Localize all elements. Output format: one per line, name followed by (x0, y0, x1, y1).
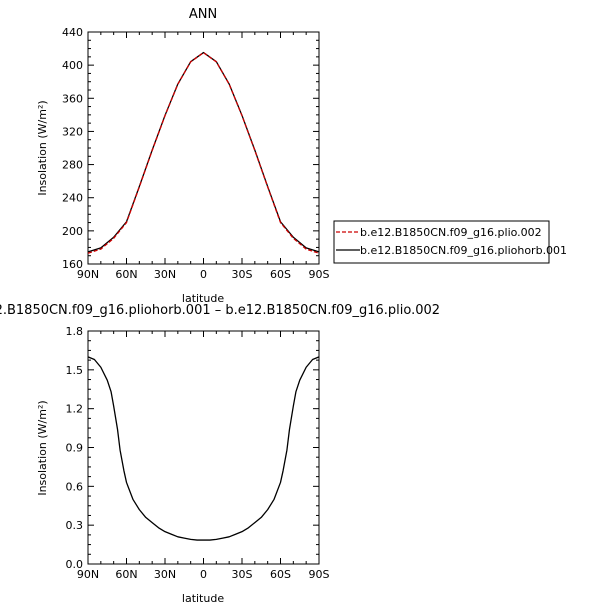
legend: b.e12.B1850CN.f09_g16.plio.002 b.e12.B18… (333, 220, 567, 264)
top-y-tick-label: 280 (62, 159, 83, 172)
top-x-tick-label: 30S (232, 268, 253, 281)
legend-box (333, 220, 550, 264)
top-y-tick-label: 400 (62, 59, 83, 72)
top-x-tick-label: 60N (115, 268, 137, 281)
bottom-y-tick-label: 0.9 (66, 442, 84, 455)
top-y-tick-label: 160 (62, 258, 83, 271)
bottom-panel: b.e12.B1850CN.f09_g16.pliohorb.001 – b.e… (0, 303, 440, 605)
bottom-y-axis-label: Insolation (W/m²) (36, 400, 49, 495)
bottom-x-tick-label: 0 (200, 568, 207, 581)
top-x-tick-label: 60S (270, 268, 291, 281)
bottom-x-tick-label: 30S (232, 568, 253, 581)
bottom-x-tick-label: 30N (154, 568, 176, 581)
bottom-y-tick-label: 0.6 (66, 480, 84, 493)
bottom-x-tick-label: 90S (309, 568, 330, 581)
top-x-tick-label: 90N (77, 268, 99, 281)
top-y-tick-label: 240 (62, 192, 83, 205)
bottom-x-tick-label: 60S (270, 568, 291, 581)
bottom-x-axis-label: latitude (182, 592, 224, 605)
bottom-series-line-difference (87, 356, 320, 541)
top-y-axis-label: Insolation (W/m²) (36, 100, 49, 195)
bottom-x-tick-label: 90N (77, 568, 99, 581)
top-x-axis-label: latitude (182, 292, 224, 305)
bottom-x-tick-label: 60N (115, 568, 137, 581)
top-plot-frame (87, 31, 320, 265)
top-series-line-002 (87, 52, 320, 254)
top-x-tick-label: 90S (309, 268, 330, 281)
legend-label-pliohorb: b.e12.B1850CN.f09_g16.pliohorb.001 (360, 244, 567, 257)
bottom-plot-frame (87, 330, 320, 565)
bottom-y-tick-label: 0.3 (66, 519, 84, 532)
bottom-y-tick-label: 1.8 (66, 325, 84, 338)
top-panel: ANN latitude Insolation (W/m²) b.e12.B18… (36, 7, 567, 305)
bottom-chart-title: b.e12.B1850CN.f09_g16.pliohorb.001 – b.e… (0, 303, 440, 318)
bottom-y-tick-label: 1.2 (66, 403, 84, 416)
top-series-line-001 (87, 51, 320, 253)
top-y-tick-label: 440 (62, 26, 83, 39)
top-y-tick-label: 320 (62, 125, 83, 138)
top-x-tick-label: 0 (200, 268, 207, 281)
top-x-tick-label: 30N (154, 268, 176, 281)
top-y-tick-label: 200 (62, 225, 83, 238)
bottom-y-tick-label: 0.0 (66, 558, 84, 571)
legend-label-plio: b.e12.B1850CN.f09_g16.plio.002 (360, 226, 542, 239)
top-chart-title: ANN (189, 7, 217, 22)
top-y-tick-label: 360 (62, 92, 83, 105)
bottom-y-tick-label: 1.5 (66, 364, 84, 377)
